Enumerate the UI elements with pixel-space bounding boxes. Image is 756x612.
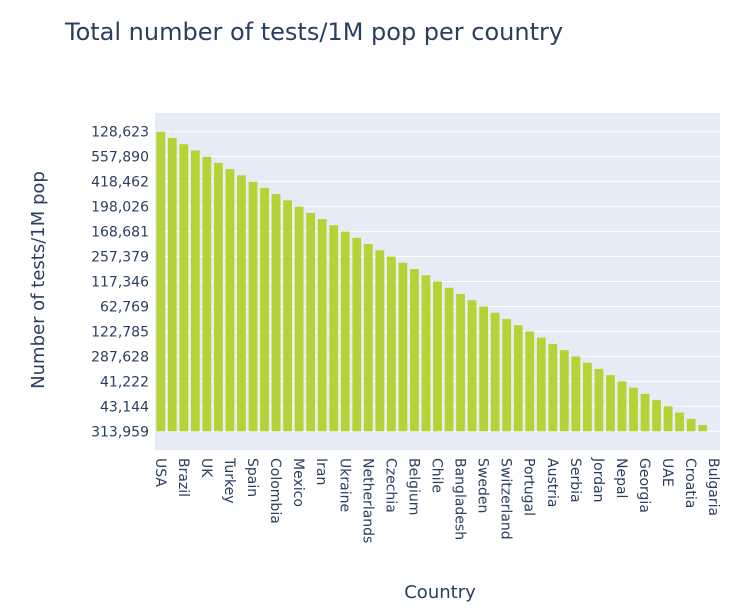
bar	[237, 175, 246, 432]
bar	[583, 362, 592, 432]
bar	[329, 225, 339, 432]
bar	[490, 312, 500, 432]
y-tick-label: 168,681	[91, 225, 149, 241]
bar	[225, 169, 235, 432]
bar	[433, 281, 442, 432]
chart-title: Total number of tests/1M pop per country	[64, 18, 563, 46]
bar	[606, 375, 615, 432]
bar	[571, 356, 581, 432]
y-tick-label: 313,959	[91, 424, 149, 440]
x-tick-label: UK	[198, 458, 214, 478]
x-tick-label: Georgia	[636, 458, 652, 513]
x-tick-label: Portugal	[521, 458, 537, 516]
bar	[617, 381, 627, 432]
x-tick-label: Austria	[544, 458, 560, 507]
x-tick-label: UAE	[659, 458, 675, 487]
x-tick-label: USA	[152, 458, 168, 487]
x-tick-label: Chile	[429, 458, 445, 493]
bar	[640, 393, 650, 432]
x-tick-label: Turkey	[221, 457, 237, 504]
bar	[698, 425, 708, 432]
x-tick-label: Czechia	[382, 458, 398, 513]
bar	[502, 318, 512, 432]
y-tick-label: 62,769	[100, 299, 149, 315]
bar	[386, 256, 396, 432]
bar	[663, 406, 673, 432]
x-tick-label: Brazil	[175, 458, 191, 497]
bar	[283, 200, 292, 432]
y-tick-label: 128,623	[91, 125, 149, 141]
x-tick-label: Nepal	[613, 458, 629, 498]
bar	[294, 206, 304, 432]
bar	[410, 269, 419, 432]
bar	[479, 306, 489, 432]
x-tick-label: Belgium	[405, 458, 421, 515]
bar	[156, 131, 166, 432]
bar	[525, 331, 535, 432]
y-tick-label: 257,379	[91, 250, 149, 266]
x-tick-label: Spain	[244, 458, 260, 497]
x-tick-label: Netherlands	[359, 458, 375, 543]
bar	[652, 400, 661, 432]
bar	[444, 287, 454, 432]
x-tick-label: Ukraine	[336, 458, 352, 512]
bar	[352, 237, 362, 432]
y-tick-label: 418,462	[91, 175, 149, 191]
bar	[248, 181, 258, 432]
bar	[398, 262, 408, 432]
x-tick-label: Bulgaria	[705, 458, 721, 516]
bar	[190, 150, 200, 432]
bar	[513, 325, 523, 432]
bar	[202, 156, 212, 432]
bar	[260, 187, 269, 432]
y-tick-label: 41,222	[100, 374, 149, 390]
bar	[214, 162, 223, 432]
bar	[548, 343, 558, 432]
bar	[675, 412, 685, 432]
bar	[375, 250, 385, 432]
x-tick-label: Bangladesh	[452, 458, 468, 540]
x-tick-label: Iran	[313, 458, 329, 485]
y-tick-label: 287,628	[91, 349, 149, 365]
x-tick-label: Switzerland	[498, 458, 514, 540]
bar	[363, 244, 373, 432]
bar	[317, 219, 327, 432]
x-tick-label: Jordan	[590, 457, 606, 503]
bar	[456, 293, 465, 432]
y-axis-title: Number of tests/1M pop	[28, 171, 49, 389]
bar	[559, 350, 569, 432]
y-tick-label: 43,144	[100, 399, 149, 415]
bar	[179, 144, 189, 432]
x-tick-label: Croatia	[682, 458, 698, 508]
bar	[271, 194, 281, 432]
y-tick-label: 557,890	[91, 150, 149, 166]
bar	[686, 418, 696, 432]
x-tick-label: Mexico	[290, 458, 306, 507]
bar	[306, 212, 316, 432]
y-tick-label: 117,346	[91, 275, 149, 291]
bar	[421, 275, 431, 432]
x-tick-label: Sweden	[475, 458, 491, 513]
bar	[594, 368, 604, 432]
x-tick-label: Colombia	[267, 458, 283, 524]
y-tick-label: 198,026	[91, 200, 149, 216]
bar	[167, 137, 177, 432]
x-tick-label: Serbia	[567, 458, 583, 503]
bar	[340, 231, 350, 432]
x-axis-title: Country	[404, 582, 476, 603]
bar	[467, 300, 477, 432]
bar	[536, 337, 546, 432]
y-tick-label: 122,785	[91, 324, 149, 340]
bar	[629, 387, 638, 432]
